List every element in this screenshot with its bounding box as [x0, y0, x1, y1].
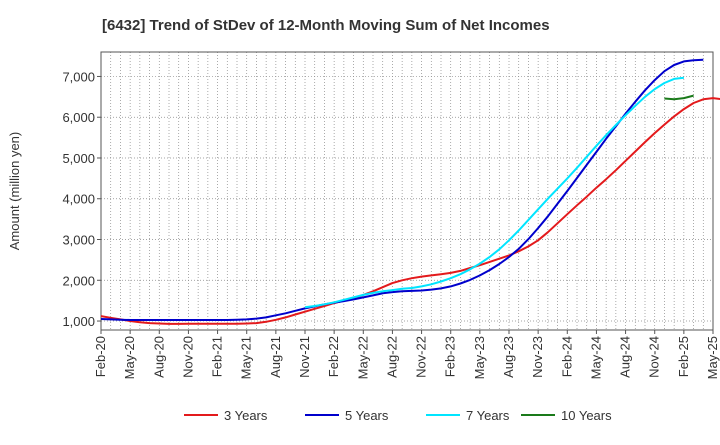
axes: 1,000 2,000 3,000 4,000 5,000 6,000 7,000 Feb-2… — [62, 51, 720, 379]
x-tick-label: May-21 — [239, 336, 254, 379]
x-tick-label: Nov-24 — [647, 336, 662, 378]
x-tick-label: May-25 — [705, 336, 720, 379]
x-tick-label: Aug-24 — [618, 336, 633, 378]
x-tick-label: Nov-23 — [530, 336, 545, 378]
legend-label: 10 Years — [561, 408, 612, 423]
x-tick-label: Nov-22 — [414, 336, 429, 378]
chart-title: [6432] Trend of StDev of 12-Month Moving… — [102, 17, 550, 34]
x-tick-label: Feb-20 — [93, 336, 108, 377]
y-tick-label: 1,000 — [62, 314, 95, 329]
series-line — [100, 58, 704, 321]
x-tick-label: Aug-22 — [384, 336, 399, 378]
series-line — [100, 97, 720, 325]
y-axis-label: Amount (million yen) — [7, 132, 22, 251]
legend-label: 7 Years — [466, 408, 510, 423]
x-tick-label: Aug-21 — [268, 336, 283, 378]
x-tick-label: Feb-23 — [443, 336, 458, 377]
y-tick-label: 4,000 — [62, 192, 95, 207]
x-tick-label: May-20 — [122, 336, 137, 379]
x-tick-label: Aug-20 — [151, 336, 166, 378]
x-tick-label: May-23 — [472, 336, 487, 379]
series-line — [664, 94, 694, 101]
x-tick-label: May-24 — [588, 336, 603, 379]
legend-label: 3 Years — [224, 408, 268, 423]
y-tick-label: 2,000 — [62, 273, 95, 288]
y-tick-label: 7,000 — [62, 69, 95, 84]
x-tick-label: Feb-25 — [676, 336, 691, 377]
x-tick-label: Nov-20 — [180, 336, 195, 378]
series-lines — [100, 58, 720, 325]
series-line — [304, 76, 685, 309]
x-tick-label: Feb-21 — [210, 336, 225, 377]
x-tick-label: Feb-22 — [326, 336, 341, 377]
x-tick-label: Nov-21 — [297, 336, 312, 378]
legend-label: 5 Years — [345, 408, 389, 423]
y-tick-label: 6,000 — [62, 110, 95, 125]
plot-area — [101, 52, 713, 330]
legend: 3 Years 5 Years 7 Years 10 Years — [184, 408, 612, 423]
y-tick-label: 3,000 — [62, 233, 95, 248]
y-tick-label: 5,000 — [62, 151, 95, 166]
x-tick-label: May-22 — [355, 336, 370, 379]
plot-frame — [100, 51, 714, 331]
x-tick-label: Feb-24 — [559, 336, 574, 377]
x-tick-label: Aug-23 — [501, 336, 516, 378]
